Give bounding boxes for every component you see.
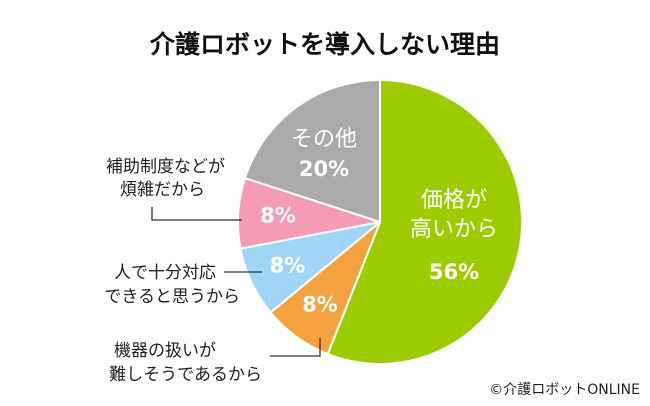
copyright-credit: ©介護ロボットONLINE xyxy=(489,382,640,398)
slice-value-price: 56% xyxy=(429,260,479,284)
ext-label-difficult-line1: 機器の扱いが xyxy=(114,341,216,361)
slice-label-price-line1: 価格が xyxy=(421,188,487,213)
pie-slices xyxy=(237,78,523,365)
pie-slice-price xyxy=(326,78,523,365)
ext-label-subsidy-line2: 煩雑だから xyxy=(120,180,205,200)
slice-value-manpower: 8% xyxy=(270,254,306,278)
slice-value-difficult: 8% xyxy=(302,293,338,317)
slice-label-other: その他 xyxy=(291,127,357,152)
pie-labels: 価格が高いから56%その他20%8%8%8%補助制度などが煩雑だから人で十分対応… xyxy=(104,127,498,385)
slice-value-other: 20% xyxy=(299,157,349,181)
ext-label-subsidy-line1: 補助制度などが xyxy=(106,157,225,177)
ext-label-difficult-line2: 難しそうであるから xyxy=(109,365,262,385)
slice-label-price-line2: 高いから xyxy=(410,217,498,242)
chart-title: 介護ロボットを導入しない理由 xyxy=(149,30,500,59)
pie-slice-other xyxy=(243,78,381,224)
leader-line-subsidy xyxy=(151,207,242,221)
ext-label-manpower-line2: できると思うから xyxy=(104,287,240,307)
leader-line-difficult xyxy=(270,338,321,357)
slice-value-subsidy: 8% xyxy=(260,204,296,228)
ext-label-manpower-line1: 人で十分対応 xyxy=(114,263,216,283)
